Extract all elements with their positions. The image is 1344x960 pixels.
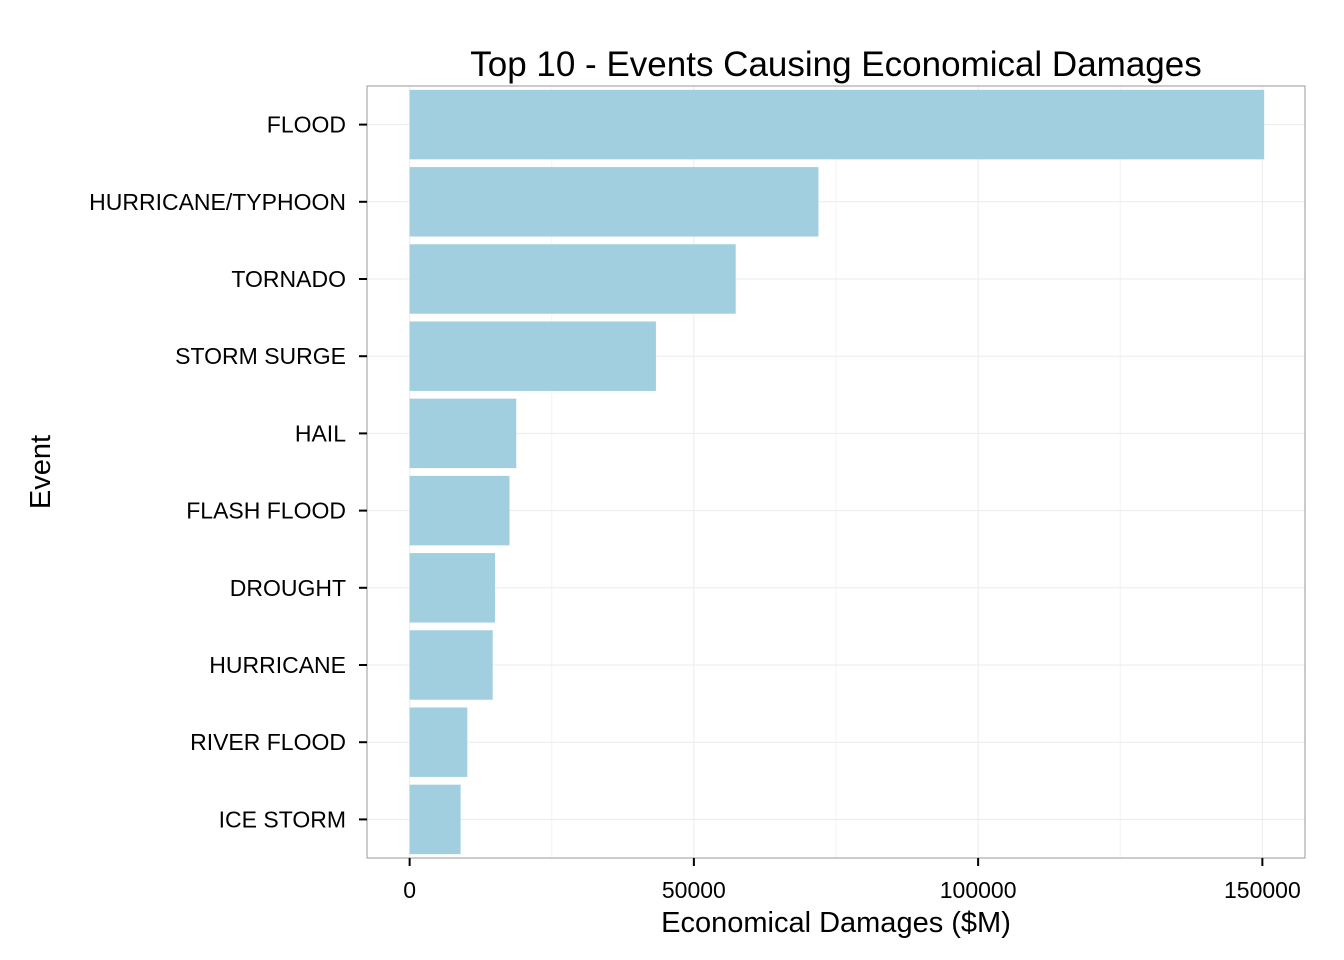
x-tick-label: 50000 <box>662 877 726 903</box>
y-tick-label: TORNADO <box>231 266 346 292</box>
bar <box>409 398 517 469</box>
x-axis-title: Economical Damages ($M) <box>661 907 1011 939</box>
y-tick-label: FLASH FLOOD <box>186 498 346 524</box>
x-axis: 0 50000 100000 150000 <box>403 858 1301 903</box>
bars <box>409 89 1265 855</box>
bar <box>409 167 819 237</box>
y-tick-label: RIVER FLOOD <box>190 729 346 755</box>
x-tick-label: 0 <box>403 877 416 903</box>
y-axis: FLOOD HURRICANE/TYPHOON TORNADO STORM SURGE… <box>89 112 367 832</box>
bar <box>409 707 468 777</box>
y-tick-label: HURRICANE <box>209 652 346 678</box>
bar <box>409 244 736 314</box>
plot-border <box>366 85 1306 859</box>
y-axis-title: Event <box>25 435 57 509</box>
bar <box>409 321 656 391</box>
y-tick-label: HURRICANE/TYPHOON <box>89 189 346 215</box>
x-tick-label: 150000 <box>1224 877 1301 903</box>
x-tick-label: 100000 <box>940 877 1017 903</box>
y-tick-label: FLOOD <box>267 112 346 138</box>
bar <box>409 89 1265 160</box>
bar <box>409 784 461 855</box>
y-tick-label: ICE STORM <box>219 806 346 832</box>
y-tick-label: STORM SURGE <box>175 343 346 369</box>
y-tick-label: DROUGHT <box>230 575 346 601</box>
chart-title: Top 10 - Events Causing Economical Damag… <box>470 45 1201 84</box>
bar <box>409 630 493 700</box>
bar <box>409 553 496 623</box>
bar <box>409 475 510 546</box>
y-tick-label: HAIL <box>295 420 346 446</box>
